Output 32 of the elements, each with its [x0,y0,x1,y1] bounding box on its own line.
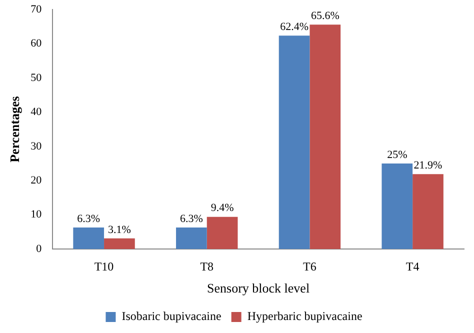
legend-label: Hyperbaric bupivacaine [247,309,362,324]
bar [412,174,444,249]
data-label: 65.6% [310,10,340,22]
bar [73,227,104,249]
y-tick-label: 30 [30,140,42,152]
data-label: 6.3% [180,212,203,225]
data-label: 3.1% [108,224,131,236]
y-tick-label: 50 [30,72,42,84]
bar [382,164,413,249]
y-tick-label: 70 [30,3,42,16]
data-label: 62.4% [280,20,309,33]
x-tick-label: T10 [94,259,114,274]
x-axis-title: Sensory block level [207,280,310,296]
data-label: 6.3% [77,212,100,225]
y-tick-label: 0 [36,242,42,255]
x-tick-label: T6 [303,259,316,274]
x-tick-label: T4 [406,259,420,274]
y-tick-label: 40 [30,106,42,118]
data-label: 25% [387,148,408,161]
y-axis-title: Percentages [7,96,22,162]
bar [176,227,207,249]
y-tick-label: 20 [30,174,42,186]
bar [206,216,238,249]
x-tick-label: T8 [200,259,214,274]
y-tick-label: 10 [30,208,42,221]
bar [310,24,341,249]
bar [104,238,135,249]
data-label: 9.4% [210,202,234,214]
legend-label: Isobaric bupivacaine [122,309,222,324]
y-tick-label: 60 [30,38,42,50]
bar [278,36,310,249]
data-label: 21.9% [414,159,442,172]
